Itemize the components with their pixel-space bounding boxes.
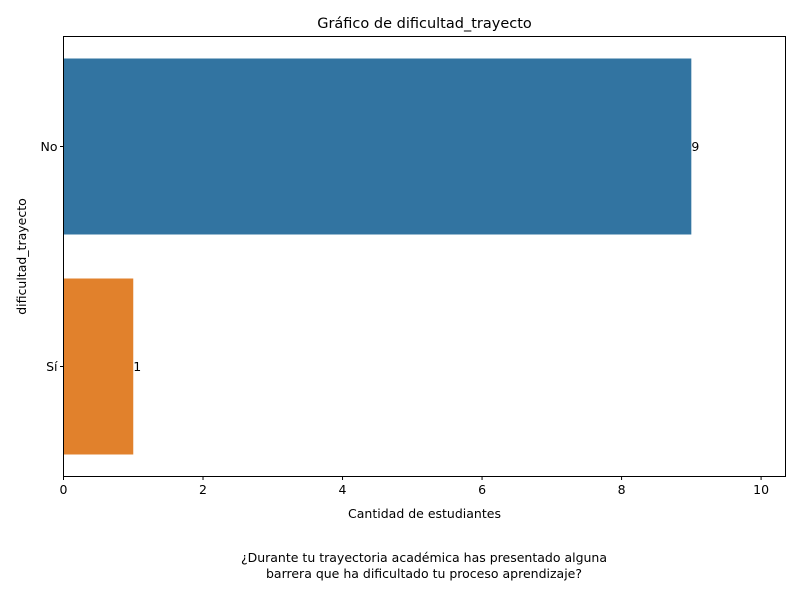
chart-title: Gráfico de dificultad_trayecto xyxy=(317,16,532,32)
bar-0 xyxy=(64,59,692,235)
bar-1 xyxy=(64,279,134,455)
data-label-0: 9 xyxy=(691,139,699,154)
x-tick-label-4: 8 xyxy=(618,482,626,497)
question-caption-line-1: ¿Durante tu trayectoria académica has pr… xyxy=(0,550,800,565)
x-tick-label-5: 10 xyxy=(753,482,769,497)
data-label-1: 1 xyxy=(133,359,141,374)
question-caption-line-2: barrera que ha dificultado tu proceso ap… xyxy=(0,566,800,581)
x-tick-label-2: 4 xyxy=(339,482,347,497)
bars-layer xyxy=(64,59,692,455)
y-tick-label-0: No xyxy=(41,139,58,154)
y-axis-label: dificultad_trayecto xyxy=(14,198,29,315)
x-axis-label: Cantidad de estudiantes xyxy=(348,506,501,521)
x-tick-label-1: 2 xyxy=(199,482,207,497)
x-tick-label-3: 6 xyxy=(478,482,486,497)
x-tick-label-0: 0 xyxy=(60,482,68,497)
y-tick-label-1: Sí xyxy=(46,359,58,374)
